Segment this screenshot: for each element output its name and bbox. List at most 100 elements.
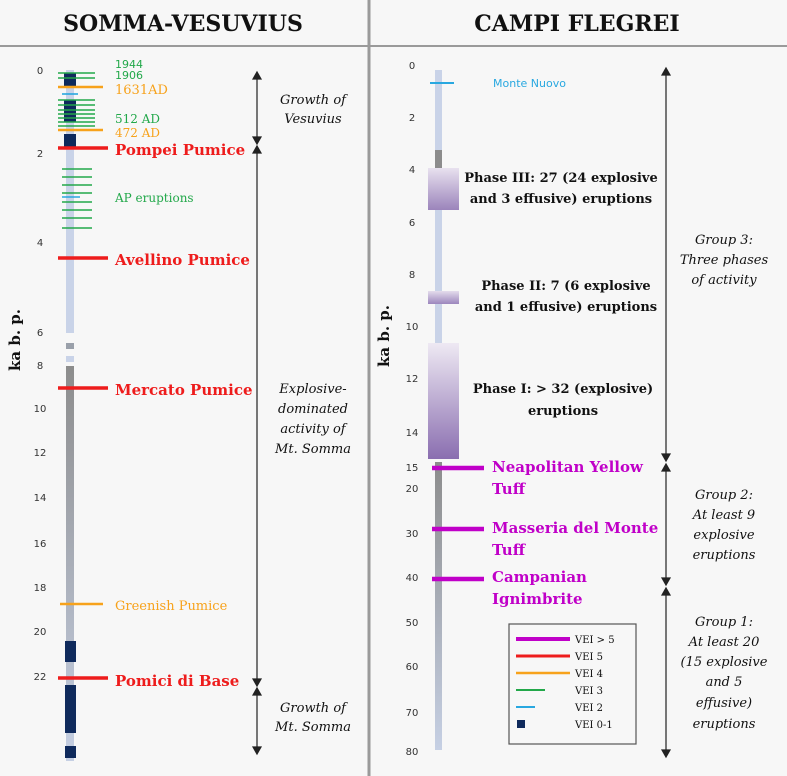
phase-ii-box — [428, 291, 459, 304]
group-label: Group 3: — [695, 233, 753, 248]
left-tick: 8 — [37, 361, 43, 372]
left-tick: 0 — [37, 66, 43, 77]
left-tick: 12 — [34, 448, 47, 459]
group-label: (15 explosive — [681, 655, 768, 670]
left-timeline: 0 2 4 6 8 10 12 14 16 18 20 22 ka b. p. — [6, 58, 351, 761]
right-tick: 4 — [409, 165, 415, 176]
period-arrows — [251, 70, 263, 756]
right-axis-bar-upper — [435, 70, 442, 455]
group-label: eruptions — [693, 717, 756, 732]
right-timeline: 0 2 4 6 8 10 12 14 15 20 30 40 50 60 70 … — [375, 61, 769, 759]
phase-iii-box — [428, 168, 459, 210]
right-tick: 60 — [406, 662, 419, 673]
eruption-label: Campanian — [492, 568, 587, 586]
group-label: Three phases — [680, 253, 769, 268]
vei01-block — [64, 134, 76, 147]
left-tick: 6 — [37, 328, 43, 339]
period-label: Mt. Somma — [274, 442, 351, 457]
group-label: At least 9 — [692, 508, 755, 523]
period-label: activity of — [280, 422, 347, 437]
eruption-label: Monte Nuovo — [493, 77, 566, 90]
vei01-block — [65, 746, 76, 758]
eruption-label: Neapolitan Yellow — [492, 458, 644, 476]
legend-label: VEI 3 — [574, 686, 603, 697]
eruption-label: AP eruptions — [114, 191, 194, 205]
right-panel-title: CAMPI FLEGREI — [474, 11, 679, 37]
legend-swatch — [517, 720, 525, 728]
right-tick: 6 — [409, 218, 415, 229]
period-label: dominated — [278, 402, 348, 417]
group-label: At least 20 — [688, 635, 760, 650]
left-tick: 10 — [34, 404, 47, 415]
eruption-label: Greenish Pumice — [115, 599, 228, 614]
eruption-label: Masseria del Monte — [492, 519, 658, 537]
eruption-label: Tuff — [492, 480, 527, 498]
left-axis-bar-lower — [66, 366, 74, 761]
vei01-block — [65, 685, 76, 733]
legend-label: VEI 5 — [574, 652, 603, 663]
legend-label: VEI 0-1 — [574, 720, 613, 731]
group-label: eruptions — [693, 548, 756, 563]
right-axis-label: ka b. p. — [375, 305, 393, 367]
right-tick: 20 — [406, 484, 419, 495]
eruption-label: Mercato Pumice — [115, 381, 253, 399]
eruption-label: 1944 — [115, 58, 143, 71]
left-tick: 14 — [34, 493, 47, 504]
period-label: Growth of — [280, 701, 348, 716]
vei01-block — [64, 73, 76, 86]
left-panel-title: SOMMA-VESUVIUS — [63, 11, 303, 37]
left-tick: 4 — [37, 238, 43, 249]
vei2-lines — [62, 93, 80, 198]
group-label: Group 1: — [695, 615, 753, 630]
left-tick: 16 — [34, 539, 47, 550]
group-label: effusive) — [696, 696, 752, 711]
right-axis-bar-lower — [435, 462, 442, 750]
left-tick: 22 — [34, 672, 47, 683]
eruption-label: Avellino Pumice — [114, 251, 250, 269]
left-axis-bar-gap-2 — [66, 356, 74, 362]
legend-label: VEI 4 — [574, 669, 603, 680]
left-axis-bar-gap — [66, 343, 74, 349]
group-label: explosive — [693, 528, 755, 543]
period-label: Explosive- — [278, 382, 346, 397]
eruption-label: 1631AD — [115, 83, 168, 98]
right-tick: 80 — [406, 747, 419, 758]
eruption-label: Pompei Pumice — [115, 141, 245, 159]
right-tick: 70 — [406, 708, 419, 719]
phase-label: eruptions — [528, 404, 598, 419]
period-label: Growth of — [280, 93, 348, 108]
legend-box — [508, 623, 637, 745]
phase-label: Phase II: 7 (6 explosive — [481, 279, 650, 294]
period-label: Mt. Somma — [274, 720, 351, 735]
left-tick: 2 — [37, 149, 43, 160]
group-label: and 5 — [706, 675, 743, 690]
right-tick: 15 — [406, 463, 419, 474]
right-tick: 50 — [406, 618, 419, 629]
group-label: of activity — [691, 273, 757, 288]
left-tick: 18 — [34, 583, 47, 594]
phase-label: and 3 effusive) eruptions — [470, 192, 652, 207]
eruption-label: 1906 — [115, 69, 143, 82]
left-tick: 20 — [34, 627, 47, 638]
vei3-lines — [58, 72, 95, 229]
right-tick: 2 — [409, 113, 415, 124]
eruption-label: Tuff — [492, 541, 527, 559]
phase-label: Phase III: 27 (24 explosive — [464, 171, 658, 186]
eruption-label: Ignimbrite — [492, 590, 583, 608]
phase-i-box — [428, 343, 459, 459]
right-tick: 12 — [406, 374, 419, 385]
right-tick: 0 — [409, 61, 415, 72]
left-axis-label: ka b. p. — [6, 309, 24, 371]
group-label: Group 2: — [695, 488, 753, 503]
legend-label: VEI 2 — [574, 703, 603, 714]
right-tick: 40 — [406, 573, 419, 584]
period-label: Vesuvius — [284, 112, 342, 127]
right-tick: 10 — [406, 322, 419, 333]
right-tick: 8 — [409, 270, 415, 281]
eruption-label: 472 AD — [115, 126, 160, 140]
legend: VEI > 5 VEI 5 VEI 4 VEI 3 VEI 2 VEI 0-1 — [508, 623, 637, 745]
legend-label: VEI > 5 — [574, 635, 615, 646]
vei01-block — [65, 641, 76, 662]
group-arrows — [660, 66, 672, 759]
